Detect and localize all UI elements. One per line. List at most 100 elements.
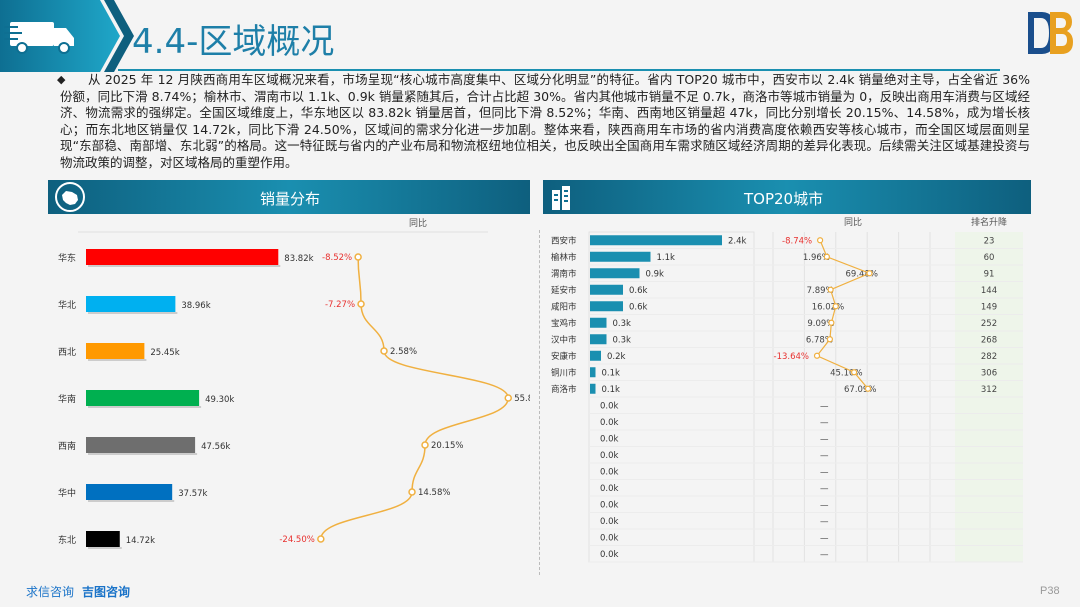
city-yoy-point <box>864 385 872 392</box>
city-yoy-label: — <box>820 451 829 461</box>
yoy-label: -7.27% <box>325 300 355 310</box>
footer-link-jitu[interactable]: 吉图咨询 <box>82 585 131 599</box>
yoy-label: 14.58% <box>418 488 450 498</box>
city-value-label: 0.0k <box>600 533 619 543</box>
region-label: 华中 <box>58 487 76 499</box>
city-label: 榆林市 <box>551 252 577 263</box>
region-value-label: 38.96k <box>181 301 210 311</box>
city-yoy-label: -8.74% <box>782 236 812 246</box>
region-bar <box>86 390 200 406</box>
rank-change-label: 268 <box>981 335 997 345</box>
city-value-label: 0.0k <box>600 451 619 461</box>
left-panel-header <box>48 180 530 214</box>
page-title: 4.4-区域概况 <box>132 22 335 62</box>
yoy-label: 2.58% <box>390 347 417 357</box>
city-value-label: 0.0k <box>600 418 619 428</box>
city-bar <box>590 268 640 279</box>
city-yoy-label: — <box>820 484 829 494</box>
rank-header: 排名升降 <box>971 216 1007 228</box>
city-yoy-label: — <box>820 418 829 428</box>
city-value-label: 0.0k <box>600 500 619 510</box>
yoy-point <box>317 535 325 543</box>
page-number: P38 <box>1040 585 1060 597</box>
city-yoy-label: 67.09% <box>844 385 876 395</box>
rank-change-label: 91 <box>984 269 995 279</box>
city-label: 渭南市 <box>551 268 577 279</box>
city-label: 宝鸡市 <box>551 318 577 329</box>
region-bar-shadow <box>88 453 198 455</box>
city-bar <box>590 235 722 246</box>
region-value-label: 47.56k <box>201 442 230 452</box>
city-value-label: 0.0k <box>600 401 619 411</box>
city-yoy-label: 9.09% <box>807 319 834 329</box>
yoy-point <box>421 441 429 449</box>
city-label: 安康市 <box>551 351 577 362</box>
city-value-label: 2.4k <box>728 236 747 246</box>
region-label: 西北 <box>58 347 76 358</box>
footer-link-qiuxin[interactable]: 求信咨询 <box>26 585 75 599</box>
yoy-label: 55.82% <box>514 394 530 404</box>
yoy-header: 同比 <box>844 216 862 228</box>
city-yoy-label: — <box>820 517 829 527</box>
building-icon <box>552 186 570 210</box>
region-bar-shadow <box>88 500 175 502</box>
city-value-label: 0.0k <box>600 550 619 560</box>
china-map-icon <box>55 182 85 212</box>
right-panel-header <box>543 180 1031 214</box>
city-value-label: 0.6k <box>629 302 648 312</box>
city-yoy-label: 1.96% <box>803 253 830 263</box>
city-value-label: 0.2k <box>607 352 626 362</box>
yoy-label: 20.15% <box>431 441 463 451</box>
city-value-label: 0.3k <box>613 319 632 329</box>
city-yoy-label: — <box>820 533 829 543</box>
yoy-point <box>380 347 388 355</box>
city-yoy-label: 16.02% <box>812 302 844 312</box>
city-yoy-point <box>823 253 830 260</box>
city-yoy-label: — <box>820 550 829 560</box>
city-label: 商洛市 <box>551 384 577 395</box>
region-bar-shadow <box>88 265 281 267</box>
city-yoy-label: — <box>820 434 829 444</box>
yoy-point <box>504 394 512 402</box>
city-yoy-label: 69.48% <box>846 269 878 279</box>
region-bar <box>86 484 173 500</box>
city-bar <box>590 334 607 345</box>
rank-change-label: 60 <box>984 253 995 263</box>
city-yoy-point <box>866 270 873 277</box>
city-bar <box>590 367 596 378</box>
city-value-label: 1.1k <box>657 253 676 263</box>
region-label: 西南 <box>58 440 76 452</box>
region-bar <box>86 296 176 312</box>
region-value-label: 14.72k <box>126 536 155 546</box>
city-label: 汉中市 <box>551 334 577 345</box>
region-label: 华东 <box>58 252 76 264</box>
region-label: 华北 <box>58 299 76 311</box>
city-yoy-point <box>832 303 839 310</box>
city-yoy-point <box>817 237 824 244</box>
city-label: 西安市 <box>551 235 577 246</box>
city-value-label: 0.3k <box>613 335 632 345</box>
yoy-label: -8.52% <box>322 253 352 263</box>
city-yoy-point <box>828 319 835 326</box>
rank-change-label: 306 <box>981 368 997 378</box>
bullet-icon: ◆ <box>57 74 66 86</box>
city-value-label: 0.1k <box>602 368 621 378</box>
city-bar <box>590 301 623 312</box>
rank-change-label: 23 <box>984 236 995 246</box>
region-value-label: 83.82k <box>284 254 313 264</box>
region-bar <box>86 437 196 453</box>
left-panel-title: 销量分布 <box>260 190 321 208</box>
city-label: 咸阳市 <box>551 301 577 312</box>
city-yoy-point <box>851 369 858 376</box>
yoy-header: 同比 <box>409 217 427 229</box>
city-bar <box>590 383 596 394</box>
city-value-label: 0.0k <box>600 467 619 477</box>
region-bar <box>86 343 145 359</box>
city-value-label: 0.0k <box>600 484 619 494</box>
region-bar-shadow <box>88 359 147 361</box>
city-bar <box>590 317 607 328</box>
city-yoy-label: 45.10% <box>830 368 862 378</box>
rank-change-label: 252 <box>981 319 997 329</box>
